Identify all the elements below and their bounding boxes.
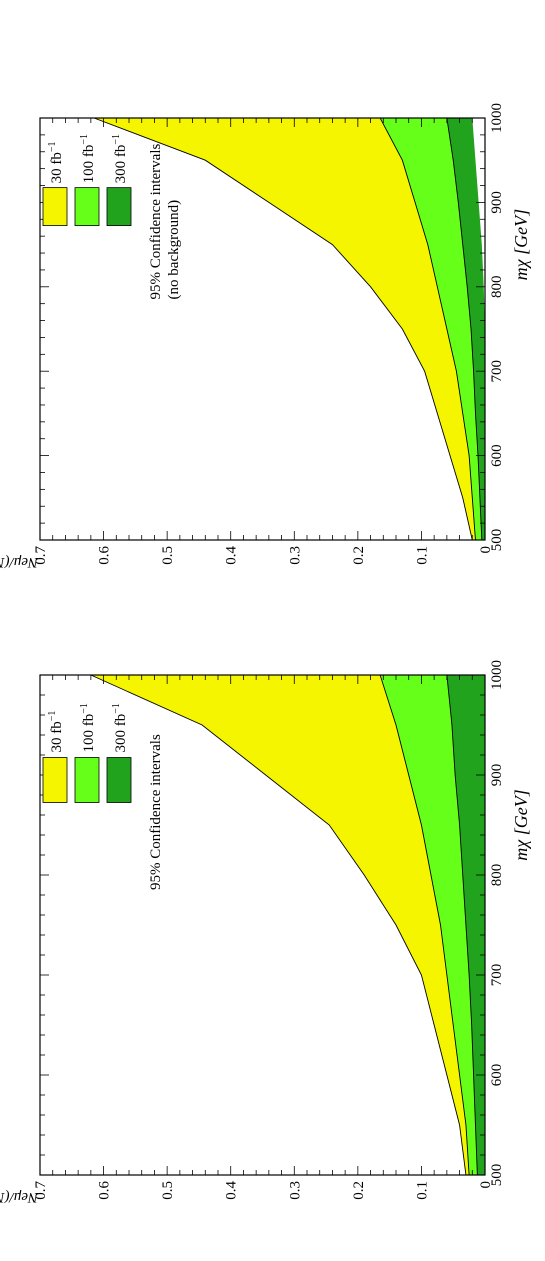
plot-frame bbox=[39, 117, 486, 541]
y-tick-label: 0.4 bbox=[224, 1181, 240, 1200]
band-boundary-0 bbox=[90, 674, 467, 1176]
annotation-text: 95% Confidence intervals bbox=[148, 144, 164, 300]
x-tick-label: 900 bbox=[489, 191, 505, 214]
y-tick-label: 0.6 bbox=[97, 1181, 113, 1200]
legend-swatch-1 bbox=[74, 187, 100, 227]
band-boundary-2 bbox=[446, 674, 478, 1176]
legend-label-2: 300 fb−1 bbox=[111, 134, 129, 183]
x-tick-label: 900 bbox=[489, 764, 505, 787]
x-tick-label: 800 bbox=[489, 864, 505, 887]
x-tick-label: 1000 bbox=[489, 103, 505, 133]
band-boundary-1 bbox=[379, 117, 476, 541]
legend-label-0: 30 fb−1 bbox=[47, 711, 65, 753]
legend-swatch-2 bbox=[106, 757, 132, 803]
chart-panel-with-background: 500 600 700 800 900 1000 0 0.1 0.2 0.3 0.4 0.5 0.6 0.… bbox=[0, 660, 531, 1205]
x-axis-title: mχ [GeV] bbox=[511, 789, 531, 860]
confidence-band-0 bbox=[90, 675, 470, 1175]
y-tick-label: 0.3 bbox=[287, 1181, 303, 1200]
legend-swatch-0 bbox=[42, 187, 68, 227]
confidence-band-1 bbox=[380, 118, 482, 540]
y-tick-label: 0.1 bbox=[414, 546, 430, 565]
x-tick-label: 800 bbox=[489, 276, 505, 299]
y-tick-label: 0.3 bbox=[287, 546, 303, 565]
band-boundary-1 bbox=[379, 674, 470, 1176]
annotation-text: 95% Confidence intervals bbox=[148, 734, 164, 890]
x-axis-title: mχ [GeV] bbox=[511, 209, 531, 280]
confidence-band-1 bbox=[380, 675, 478, 1175]
x-tick-label: 700 bbox=[489, 360, 505, 383]
y-axis-title: Neμ/(Nee + Nμμ) bbox=[0, 1189, 39, 1205]
y-tick-label: 0 bbox=[478, 546, 494, 554]
x-tick-label: 700 bbox=[489, 964, 505, 987]
legend-label-0: 30 fb−1 bbox=[47, 142, 65, 184]
confidence-band-0 bbox=[94, 118, 476, 540]
y-tick-label: 0.1 bbox=[414, 1181, 430, 1200]
plot-frame bbox=[39, 674, 486, 1176]
x-tick-label: 500 bbox=[489, 529, 505, 552]
y-tick-label: 0 bbox=[478, 1181, 494, 1189]
y-tick-label: 0.5 bbox=[160, 1181, 176, 1200]
legend-label-2: 300 fb−1 bbox=[111, 703, 129, 752]
y-tick-label: 0.2 bbox=[351, 1181, 367, 1200]
y-tick-label: 0.7 bbox=[33, 546, 49, 565]
y-axis-title: Neμ/(Nee + Nμμ) bbox=[0, 554, 39, 570]
x-tick-label: 600 bbox=[489, 1064, 505, 1087]
legend-label-1: 100 fb−1 bbox=[79, 703, 97, 752]
legend-swatch-2 bbox=[106, 187, 132, 227]
y-tick-label: 0.7 bbox=[33, 1181, 49, 1200]
x-tick-label: 600 bbox=[489, 444, 505, 467]
legend-swatch-0 bbox=[42, 757, 68, 803]
y-tick-label: 0.6 bbox=[97, 546, 113, 565]
x-tick-label: 500 bbox=[489, 1164, 505, 1187]
confidence-band-2 bbox=[446, 118, 485, 540]
band-boundary-2 bbox=[446, 117, 483, 541]
annotation-subtext: (no background) bbox=[166, 200, 182, 300]
y-tick-label: 0.4 bbox=[224, 546, 240, 565]
band-boundary-0 bbox=[93, 117, 473, 541]
chart-panel-no-background: 500 600 700 800 900 1000 0 0.1 0.2 0.3 0.4 0.5 0.6 0.… bbox=[0, 103, 531, 570]
y-tick-label: 0.2 bbox=[351, 546, 367, 565]
y-tick-label: 0.5 bbox=[160, 546, 176, 565]
legend-label-1: 100 fb−1 bbox=[79, 134, 97, 183]
x-tick-label: 1000 bbox=[489, 660, 505, 690]
legend-swatch-1 bbox=[74, 757, 100, 803]
